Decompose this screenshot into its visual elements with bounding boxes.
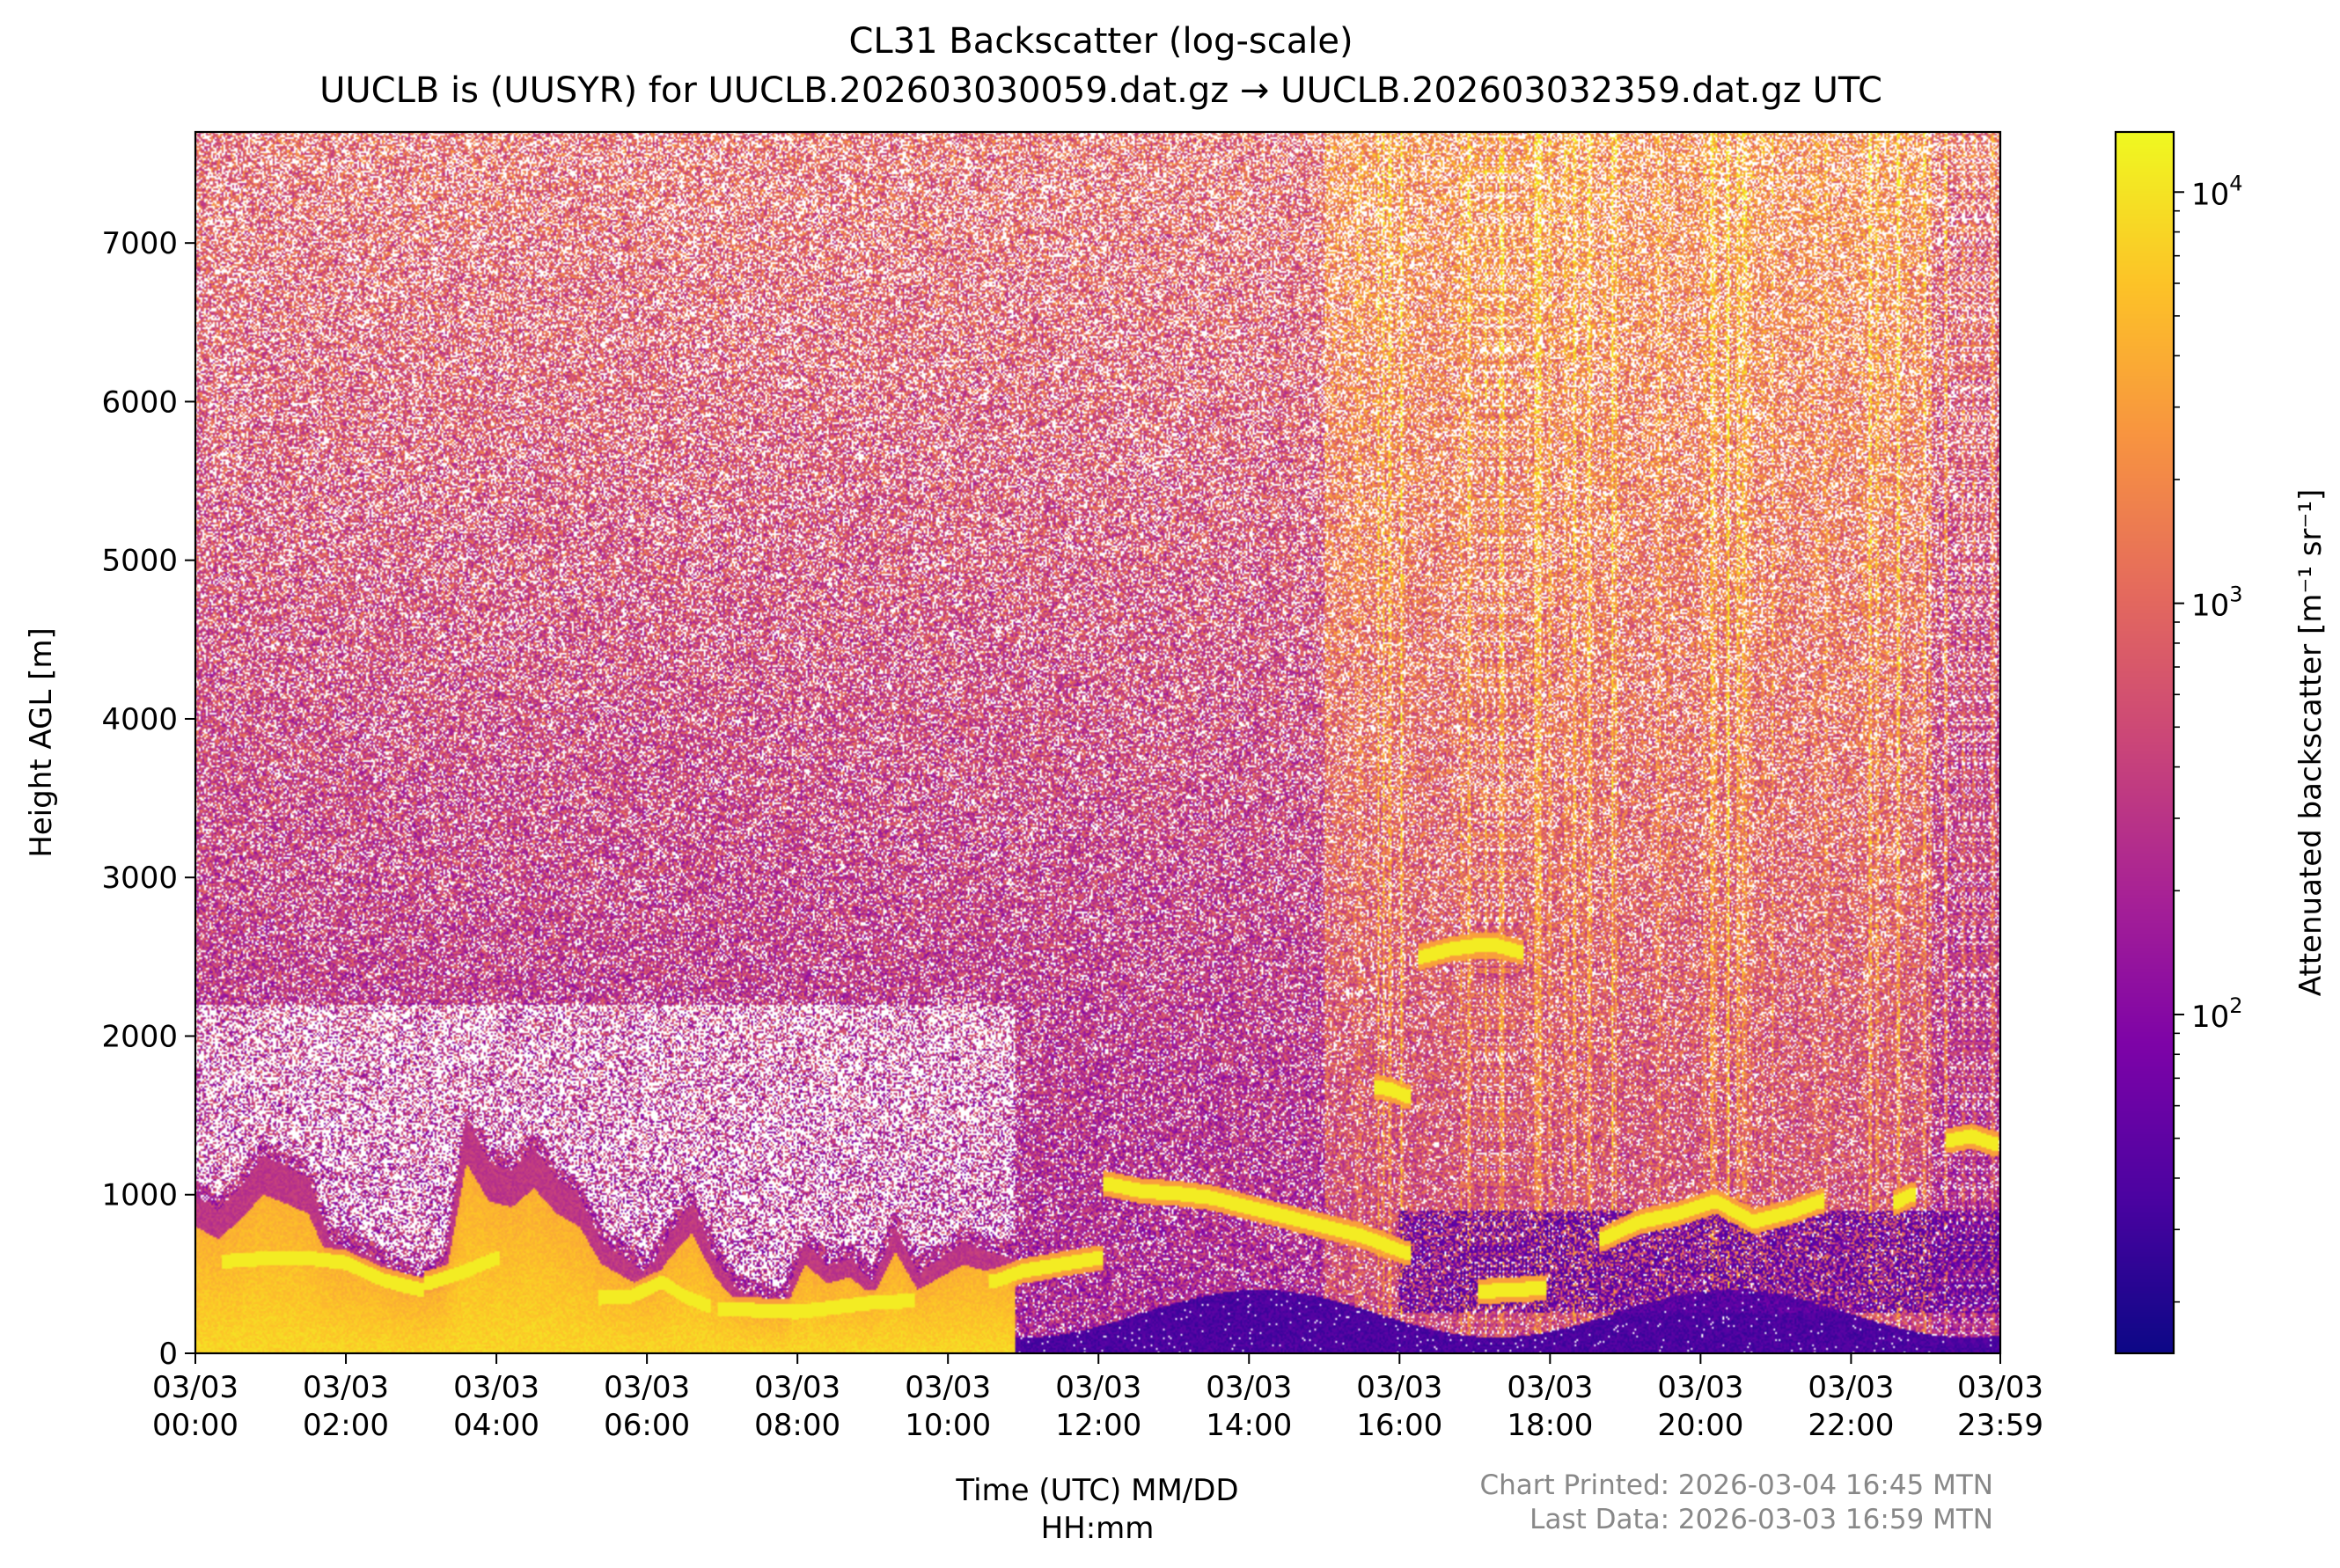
x-tick-date: 03/03 xyxy=(905,1370,991,1405)
x-tick-date: 03/03 xyxy=(1055,1370,1141,1405)
colorbar-frame xyxy=(2114,130,2175,1355)
x-tick-date: 03/03 xyxy=(453,1370,539,1405)
x-tick-time: 22:00 xyxy=(1808,1408,1894,1443)
x-tick-time: 23:59 xyxy=(1957,1408,2043,1443)
x-tick-date: 03/03 xyxy=(1206,1370,1292,1405)
colorbar-tick-label: 103 xyxy=(2191,583,2243,624)
x-tick-time: 14:00 xyxy=(1206,1408,1292,1443)
y-tick-label: 4000 xyxy=(101,702,178,737)
x-tick-date: 03/03 xyxy=(152,1370,238,1405)
x-tick-date: 03/03 xyxy=(303,1370,389,1405)
y-tick-label: 2000 xyxy=(101,1019,178,1054)
x-tick-time: 18:00 xyxy=(1507,1408,1593,1443)
colorbar-tick-label: 102 xyxy=(2191,993,2243,1035)
x-tick-date: 03/03 xyxy=(1356,1370,1442,1405)
x-tick-date: 03/03 xyxy=(1957,1370,2043,1405)
last-data-timestamp: Last Data: 2026-03-03 16:59 MTN xyxy=(1529,1504,1993,1535)
x-axis: 03/0300:0003/0302:0003/0304:0003/0306:00… xyxy=(152,1353,2043,1443)
x-tick-time: 20:00 xyxy=(1657,1408,1743,1443)
chart-subtitle: UUCLB is (UUSYR) for UUCLB.202603030059.… xyxy=(319,70,1882,111)
x-tick-date: 03/03 xyxy=(1657,1370,1743,1405)
y-tick-label: 6000 xyxy=(101,385,178,420)
y-tick-label: 3000 xyxy=(101,861,178,896)
chart-printed-timestamp: Chart Printed: 2026-03-04 16:45 MTN xyxy=(1479,1469,1993,1501)
colorbar-gradient xyxy=(2116,132,2174,1353)
chart-title: CL31 Backscatter (log-scale) xyxy=(848,21,1353,62)
x-axis-label-line2: HH:mm xyxy=(1041,1511,1155,1546)
y-axis-label: Height AGL [m] xyxy=(24,627,59,858)
plot-frame xyxy=(194,130,2002,1355)
y-tick-label: 1000 xyxy=(101,1178,178,1213)
colorbar-label: Attenuated backscatter [m⁻¹ sr⁻¹] xyxy=(2293,489,2329,997)
colorbar-axis: 102 103 104 xyxy=(2174,171,2243,1303)
x-tick-date: 03/03 xyxy=(604,1370,690,1405)
x-tick-time: 08:00 xyxy=(754,1408,840,1443)
x-tick-date: 03/03 xyxy=(1808,1370,1894,1405)
x-tick-date: 03/03 xyxy=(754,1370,840,1405)
y-tick-label: 7000 xyxy=(101,226,178,261)
y-tick-label: 0 xyxy=(158,1337,178,1372)
y-tick-label: 5000 xyxy=(101,544,178,579)
y-axis: 0 1000 2000 3000 4000 5000 6000 7000 xyxy=(101,226,195,1372)
x-tick-time: 06:00 xyxy=(604,1408,690,1443)
x-tick-time: 16:00 xyxy=(1356,1408,1442,1443)
x-axis-label-line1: Time (UTC) MM/DD xyxy=(955,1473,1238,1508)
x-tick-time: 00:00 xyxy=(152,1408,238,1443)
x-tick-time: 04:00 xyxy=(453,1408,539,1443)
x-tick-time: 10:00 xyxy=(905,1408,991,1443)
x-tick-date: 03/03 xyxy=(1507,1370,1593,1405)
x-tick-time: 12:00 xyxy=(1055,1408,1141,1443)
colorbar-tick-label: 104 xyxy=(2191,171,2243,212)
x-tick-time: 02:00 xyxy=(303,1408,389,1443)
backscatter-heatmap xyxy=(195,132,2000,1353)
